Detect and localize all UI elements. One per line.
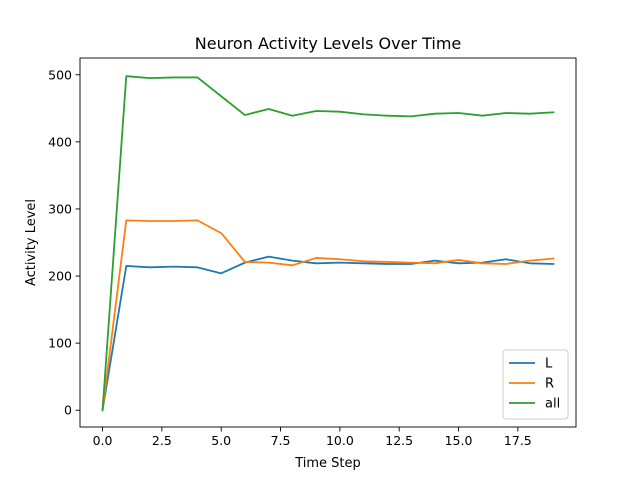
plot-frame [79,57,577,428]
y-axis-title: Activity Level [24,199,39,286]
y-tick-label: 200 [48,269,72,284]
x-axis-title: Time Step [294,456,361,471]
x-axis: 0.0 2.5 5.0 7.5 10.0 12.5 15.0 17.5 [93,427,532,448]
y-tick-label: 0 [64,403,72,418]
legend-label-all: all [545,397,560,412]
x-tick-label: 10.0 [326,433,354,448]
x-tick-label: 0.0 [93,433,113,448]
x-tick-label: 17.5 [504,433,532,448]
series-line-R [101,219,555,412]
series-line-all [101,75,555,412]
chart-title: Neuron Activity Levels Over Time [195,34,462,53]
legend-box [502,349,569,420]
legend-label-R: R [545,377,554,392]
series-layer [101,75,555,412]
y-tick-label: 400 [48,134,72,149]
x-tick-label: 2.5 [152,433,172,448]
y-tick-label: 100 [48,336,72,351]
x-tick-label: 7.5 [271,433,291,448]
y-axis: 0 100 200 300 400 500 [48,67,80,418]
legend-label-L: L [545,357,553,372]
y-tick-label: 500 [48,67,72,82]
x-tick-label: 5.0 [211,433,231,448]
x-tick-label: 15.0 [445,433,473,448]
y-tick-label: 300 [48,201,72,216]
x-tick-label: 12.5 [385,433,413,448]
